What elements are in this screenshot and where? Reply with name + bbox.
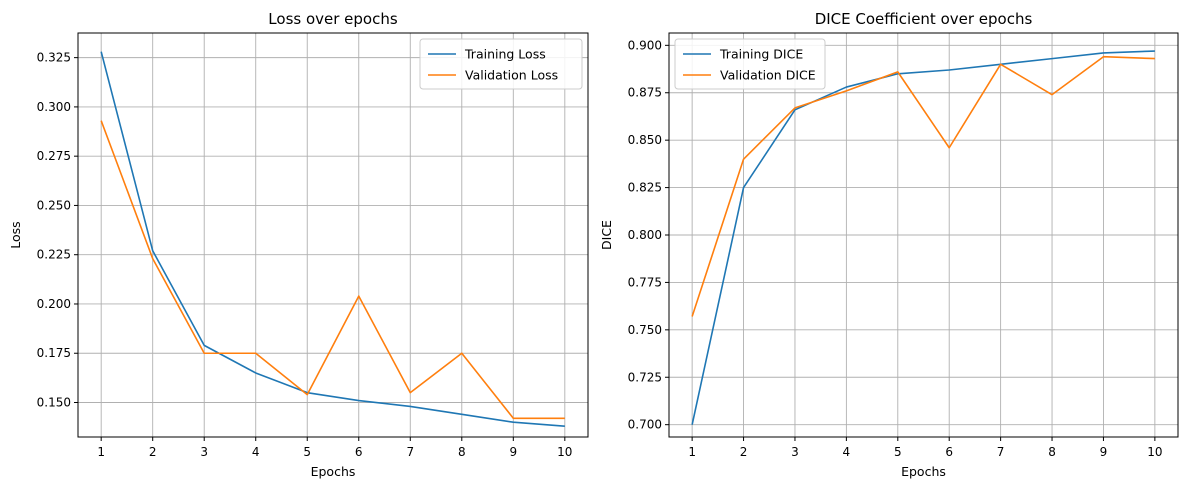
x-tick-label: 4 [252, 445, 260, 459]
x-axis-label: Epochs [901, 464, 946, 479]
plot-frame [77, 32, 589, 438]
x-tick-label: 2 [149, 445, 157, 459]
x-axis-label: Epochs [311, 464, 356, 479]
x-tick-label: 9 [509, 445, 517, 459]
x-tick-label: 8 [458, 445, 466, 459]
legend-label: Validation DICE [720, 68, 816, 83]
y-tick-label: 0.250 [37, 198, 71, 212]
y-tick-label: 0.200 [37, 297, 71, 311]
x-tick-label: 7 [997, 445, 1005, 459]
chart-title: DICE Coefficient over epochs [815, 10, 1033, 28]
loss-chart: 1 2 3 4 5 6 7 8 9 10 0.150 0.175 0.200 0.225 0.250 0.27… [8, 10, 589, 479]
y-tick-label: 0.150 [37, 396, 71, 410]
y-tick-label: 0.700 [628, 418, 662, 432]
x-tick-label: 4 [843, 445, 851, 459]
y-tick-label: 0.850 [628, 133, 662, 147]
y-axis-label: DICE [599, 220, 614, 250]
y-tick-label: 0.225 [37, 248, 71, 262]
x-tick-label: 3 [791, 445, 799, 459]
x-tick-label: 8 [1048, 445, 1056, 459]
legend: Training DICE Validation DICE [674, 38, 826, 90]
x-tick-label: 9 [1100, 445, 1108, 459]
y-axis-label: Loss [8, 221, 23, 248]
y-tick-label: 0.775 [628, 275, 662, 289]
dice-chart: 1 2 3 4 5 6 7 8 9 10 0.700 0.725 0.750 0.775 0.800 0.82… [599, 10, 1179, 479]
y-tick-label: 0.300 [37, 100, 71, 114]
x-tick-label: 6 [355, 445, 363, 459]
x-tick-label: 5 [894, 445, 902, 459]
x-tick-label: 3 [200, 445, 208, 459]
chart-title: Loss over epochs [268, 10, 398, 28]
y-tick-label: 0.275 [37, 149, 71, 163]
legend-box [419, 38, 583, 90]
legend-box [674, 38, 826, 90]
x-tick-label: 10 [1147, 445, 1162, 459]
x-tick-label: 7 [406, 445, 414, 459]
series-line-0 [691, 50, 1155, 425]
y-tick-label: 0.750 [628, 323, 662, 337]
y-tick-label: 0.325 [37, 51, 71, 65]
y-tick-label: 0.825 [628, 181, 662, 195]
y-tick-label: 0.175 [37, 346, 71, 360]
x-tick-label: 1 [688, 445, 696, 459]
y-tick-label: 0.800 [628, 228, 662, 242]
legend-label: Training Loss [464, 47, 546, 62]
series-line-0 [100, 51, 565, 427]
series-line-1 [691, 55, 1155, 317]
y-tick-label: 0.875 [628, 86, 662, 100]
x-tick-label: 5 [303, 445, 311, 459]
legend-label: Validation Loss [465, 68, 558, 83]
y-tick-label: 0.725 [628, 370, 662, 384]
x-tick-label: 1 [97, 445, 105, 459]
legend-label: Training DICE [719, 47, 803, 62]
y-tick-label: 0.900 [628, 38, 662, 52]
x-tick-label: 6 [945, 445, 953, 459]
x-tick-label: 10 [557, 445, 572, 459]
x-tick-label: 2 [740, 445, 748, 459]
legend: Training Loss Validation Loss [419, 38, 583, 90]
series-line-1 [100, 120, 565, 420]
plot-frame [668, 32, 1179, 438]
